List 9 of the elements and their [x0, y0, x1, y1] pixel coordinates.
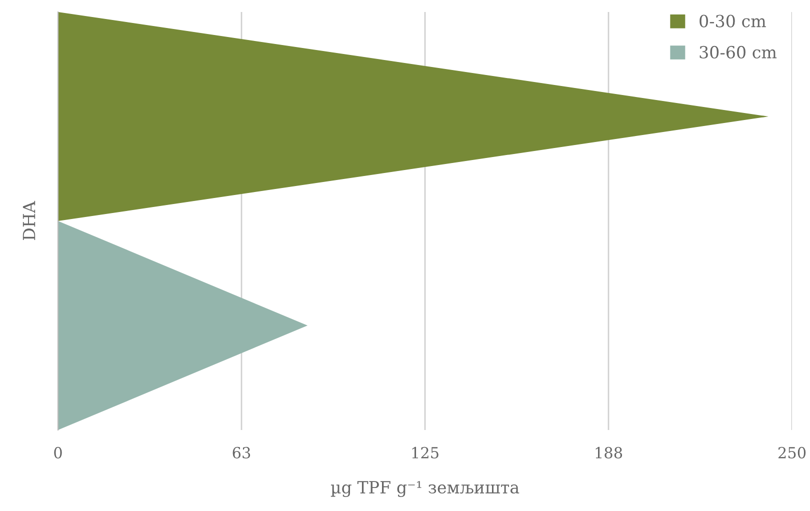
x-tick-label: 125 — [412, 446, 438, 458]
x-tick-label: 250 — [778, 446, 806, 458]
legend-label: 0-30 cm — [700, 14, 766, 28]
x-tick-label: 63 — [232, 446, 250, 458]
x-axis-title: µg TPF g⁻¹ земљишта — [330, 481, 520, 498]
x-tick-label: 0 — [54, 446, 62, 458]
legend-label: 30-60 cm — [700, 46, 777, 58]
y-axis-title: DHA — [22, 200, 36, 240]
x-tick-label: 188 — [596, 446, 622, 458]
